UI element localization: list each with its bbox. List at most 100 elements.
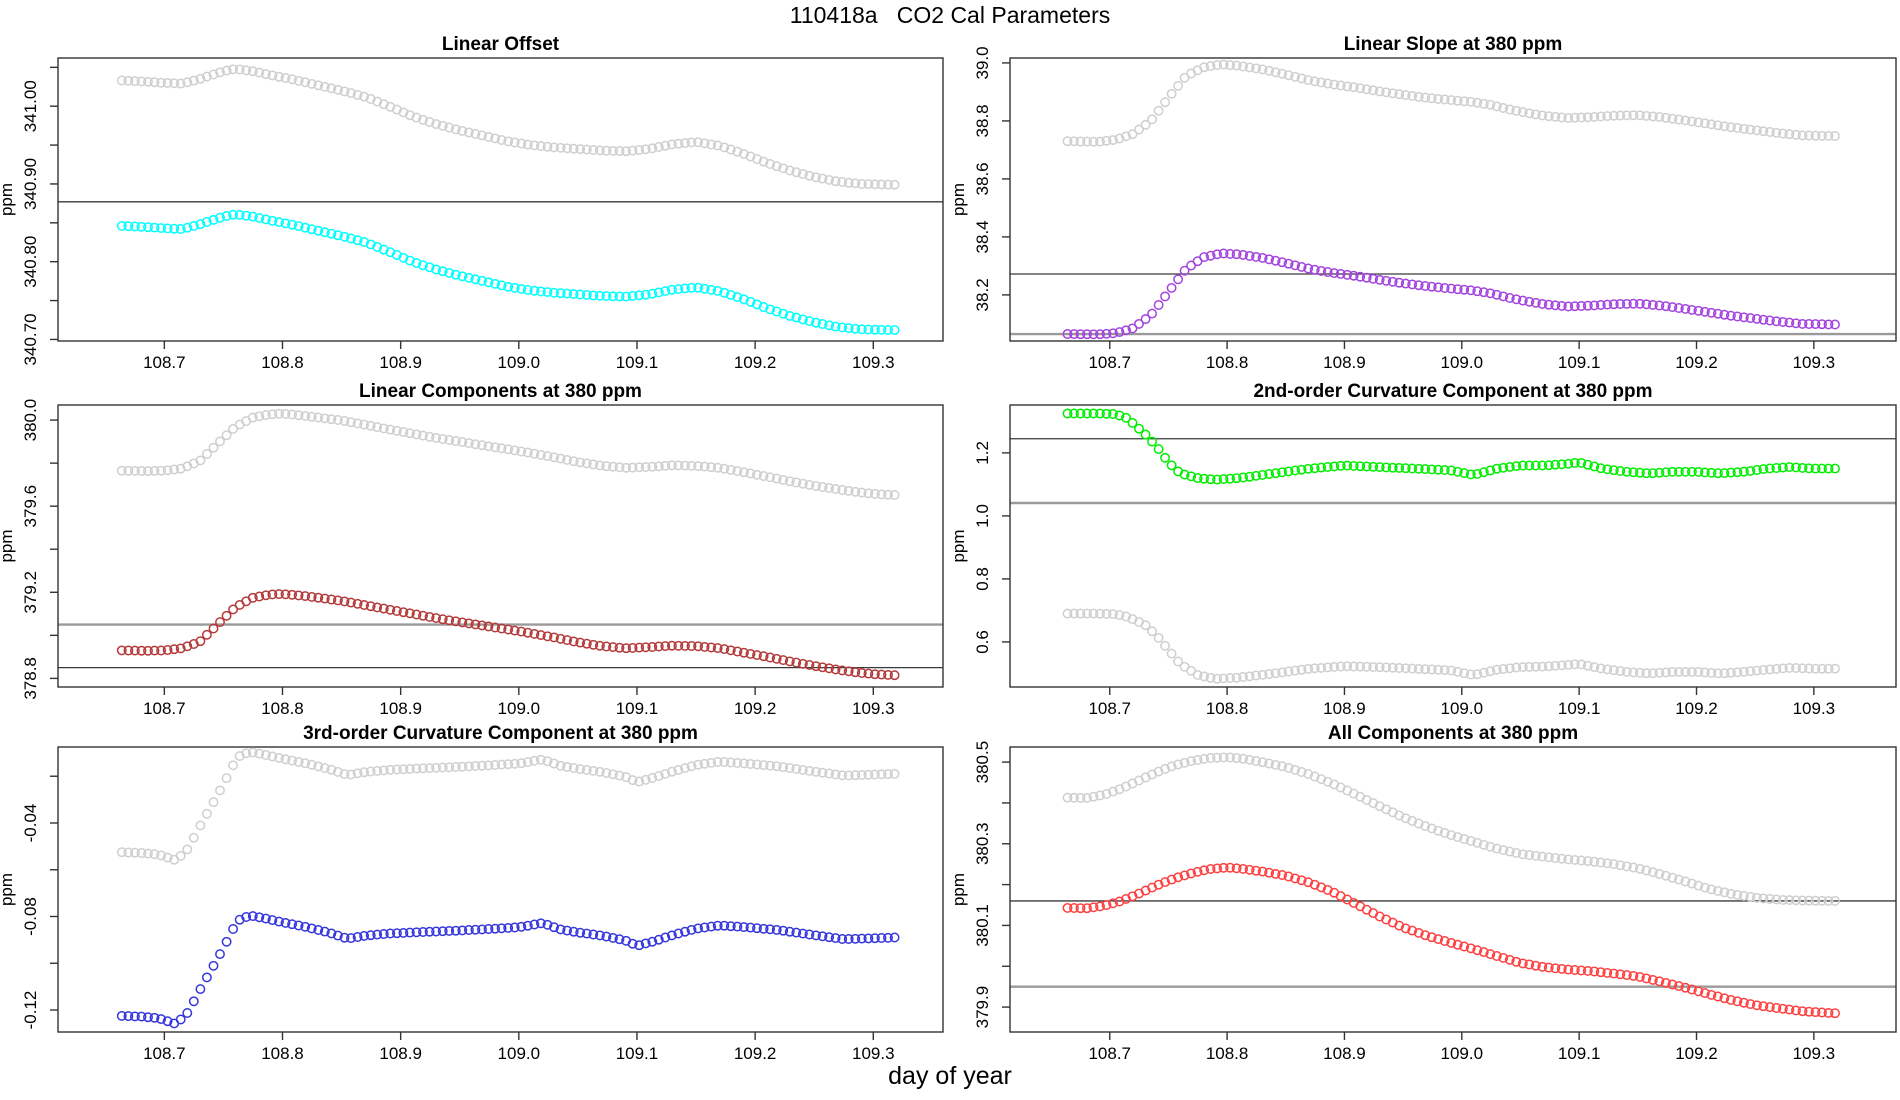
data-point	[385, 604, 396, 615]
data-point	[1368, 461, 1379, 472]
data-point	[149, 645, 160, 656]
data-point	[1680, 876, 1691, 887]
data-point	[326, 764, 337, 775]
data-point	[1478, 947, 1489, 958]
data-point	[811, 930, 821, 941]
data-point	[725, 757, 736, 768]
data-point	[444, 267, 455, 278]
data-point	[889, 768, 900, 779]
data-point	[850, 667, 861, 678]
data-point	[470, 128, 481, 139]
data-point	[1693, 986, 1704, 997]
data-point	[1582, 300, 1593, 311]
data-point	[869, 179, 880, 190]
data-point	[182, 641, 193, 652]
data-point	[1621, 666, 1632, 677]
data-point	[1563, 458, 1574, 469]
data-point	[784, 476, 795, 487]
data-point	[660, 140, 671, 151]
data-point	[1517, 849, 1528, 860]
data-point	[752, 469, 762, 480]
data-point	[725, 464, 736, 475]
data-point	[1706, 667, 1717, 678]
data-point	[306, 78, 317, 89]
data-point	[725, 921, 736, 932]
data-point	[745, 468, 756, 479]
data-point	[1706, 989, 1717, 1000]
data-point	[1160, 877, 1171, 888]
data-point	[1296, 875, 1307, 886]
data-point	[1745, 999, 1756, 1010]
data-point	[791, 657, 802, 668]
data-point	[352, 768, 363, 779]
data-point	[1758, 893, 1769, 904]
data-point	[1270, 759, 1281, 770]
data-point	[1725, 122, 1736, 133]
data-point	[1348, 661, 1359, 672]
data-point	[771, 924, 782, 935]
data-point	[1680, 466, 1691, 477]
data-point	[522, 627, 533, 638]
data-point	[1264, 867, 1275, 878]
data-point	[758, 302, 769, 312]
data-point	[1257, 866, 1268, 877]
data-point	[1075, 329, 1086, 340]
data-point	[260, 410, 271, 421]
data-point	[535, 918, 546, 929]
data-point	[1693, 466, 1704, 477]
data-point	[1420, 464, 1431, 475]
data-point	[1751, 892, 1762, 903]
data-point	[1784, 462, 1795, 473]
data-point	[424, 116, 435, 127]
data-point	[608, 769, 618, 780]
data-point	[778, 308, 789, 319]
data-point	[1725, 994, 1736, 1005]
data-point	[228, 64, 239, 75]
data-point	[352, 89, 363, 100]
data-point	[1628, 862, 1639, 873]
data-point	[1797, 663, 1808, 674]
data-point	[1205, 672, 1216, 683]
x-tick-label: 109.1	[616, 1044, 659, 1063]
data-point	[306, 923, 317, 934]
data-point	[830, 769, 841, 780]
data-point	[1173, 274, 1184, 285]
data-point	[1491, 101, 1502, 112]
data-point	[1459, 668, 1470, 679]
data-point	[450, 269, 461, 280]
data-point	[1823, 319, 1834, 330]
data-point	[156, 77, 167, 88]
data-point	[804, 479, 815, 490]
data-point	[1719, 309, 1730, 320]
data-point	[503, 281, 514, 292]
data-point	[1732, 467, 1743, 478]
data-point	[378, 99, 389, 110]
data-point	[1608, 859, 1619, 870]
panel-third-order-curvature: 108.7 108.8 108.9 109.0 109.1 109.2 109.3 -0.04…	[0, 723, 944, 1063]
data-point	[1530, 850, 1541, 861]
data-point	[1504, 954, 1515, 965]
data-point	[889, 670, 900, 681]
data-point	[162, 645, 173, 655]
data-point	[765, 760, 776, 771]
data-point	[660, 932, 671, 943]
data-point	[404, 110, 415, 121]
data-point	[752, 759, 762, 770]
data-point	[1569, 965, 1580, 975]
data-point	[123, 221, 134, 232]
data-point	[1459, 468, 1470, 479]
data-point	[516, 283, 527, 294]
data-point	[280, 218, 291, 229]
y-axis-label: ppm	[0, 183, 16, 216]
data-point	[1264, 469, 1275, 479]
data-point	[1595, 857, 1606, 868]
data-point	[1342, 81, 1353, 92]
data-point	[1465, 96, 1476, 107]
data-point	[1459, 284, 1470, 295]
data-point	[568, 763, 579, 773]
data-point	[1433, 934, 1444, 945]
data-point	[1140, 620, 1151, 631]
data-point	[621, 146, 632, 157]
data-point	[182, 844, 193, 855]
data-point	[1270, 255, 1281, 266]
